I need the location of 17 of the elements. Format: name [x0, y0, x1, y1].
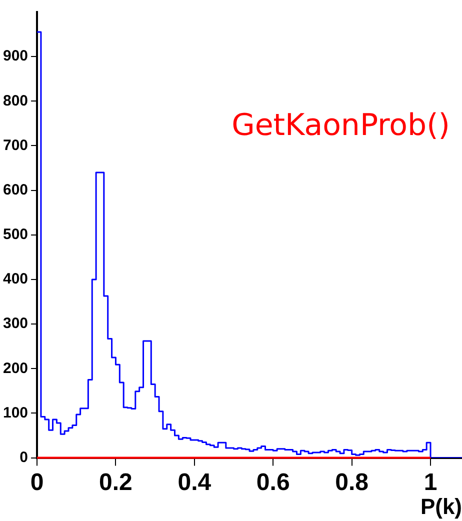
x-tick-label: 0.6	[256, 468, 290, 496]
x-tick-label: 0.4	[178, 468, 212, 496]
y-tick-label: 500	[2, 226, 28, 244]
x-axis-title: P(k)	[420, 494, 462, 519]
y-tick-label: 400	[2, 270, 28, 288]
y-tick-label: 600	[2, 181, 28, 198]
y-tick-label: 900	[2, 48, 28, 65]
y-tick-label: 100	[2, 404, 28, 422]
y-tick-label: 0	[20, 448, 28, 466]
y-tick-label: 800	[2, 92, 28, 110]
y-tick-label: 700	[2, 136, 28, 154]
x-tick-label: 0.8	[335, 468, 369, 496]
x-tick-label: 1	[424, 468, 438, 496]
y-tick-label: 300	[2, 315, 28, 332]
y-tick-label: 200	[2, 360, 28, 377]
x-tick-label: 0.2	[99, 468, 132, 496]
annotation: GetKaonProb()	[232, 108, 450, 143]
